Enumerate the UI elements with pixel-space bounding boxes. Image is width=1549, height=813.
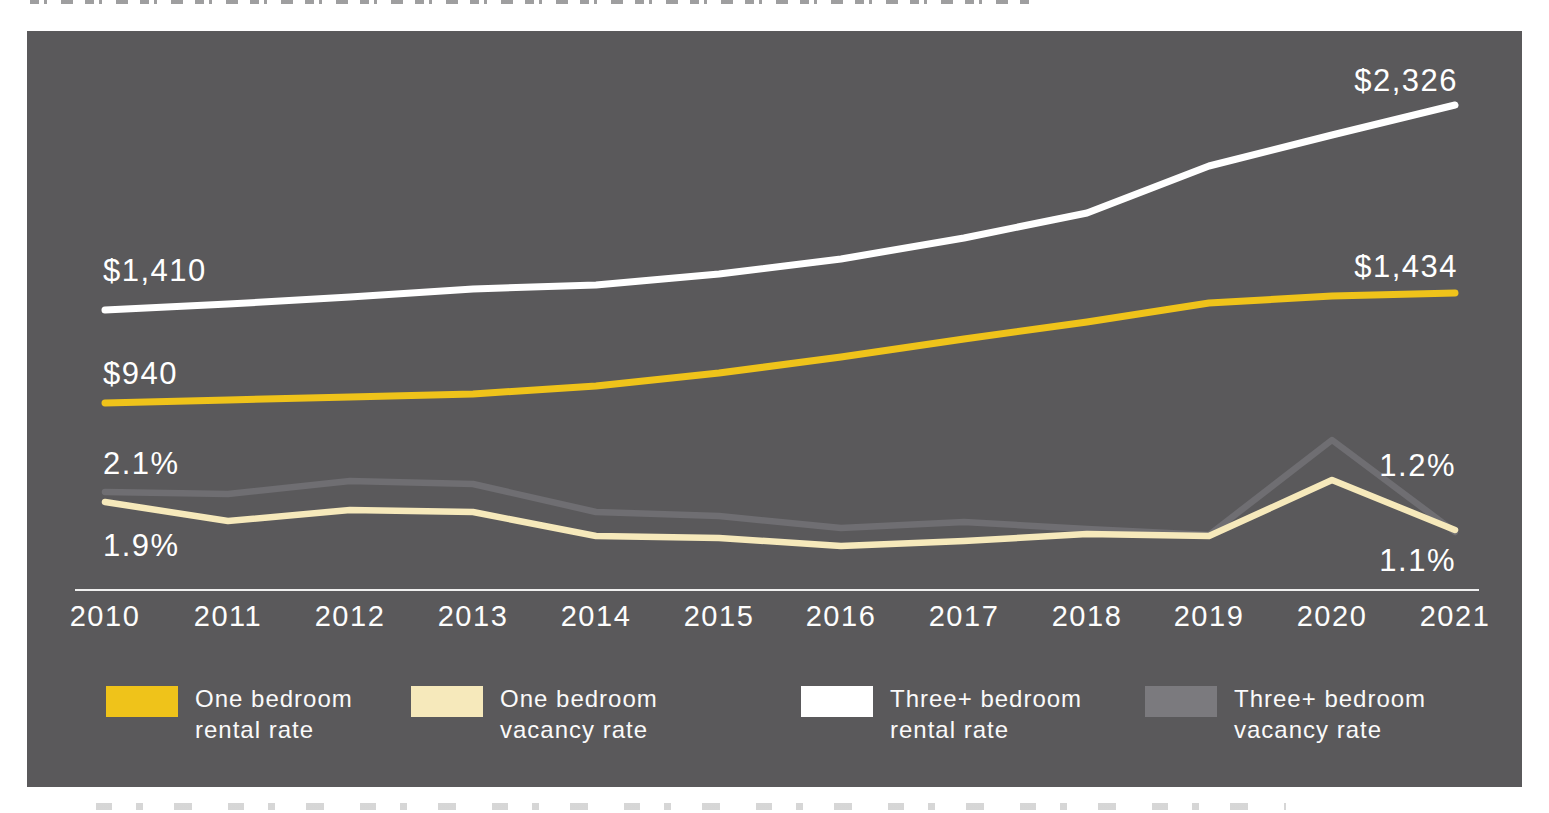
legend-label-three-bed-vacancy: Three+ bedroom vacancy rate: [1234, 683, 1426, 745]
callout-three-bed-vacancy-2010: 2.1%: [103, 446, 180, 482]
x-axis-label-2017: 2017: [929, 600, 1000, 633]
legend-label-three-bed-rental: Three+ bedroom rental rate: [890, 683, 1082, 745]
x-axis-label-2020: 2020: [1297, 600, 1368, 633]
clipped-footnote-text: [96, 803, 1286, 810]
series-line-three-bedroom-vacancy-rate: [105, 440, 1455, 535]
callout-three-bed-rent-2010: $1,410: [103, 253, 207, 289]
x-axis-label-2021: 2021: [1420, 600, 1491, 633]
legend-label-one-bed-rental: One bedroom rental rate: [195, 683, 353, 745]
callout-one-bed-rent-2010: $940: [103, 356, 178, 392]
legend-label-line: rental rate: [195, 714, 353, 745]
callout-three-bed-vacancy-2021: 1.2%: [1379, 448, 1456, 484]
x-axis-labels: 2010 2011 2012 2013 2014 2015 2016 2017 2018 2019…: [27, 600, 1522, 636]
legend-item-three-bed-vacancy: Three+ bedroom vacancy rate: [1145, 683, 1426, 745]
callout-one-bed-rent-2021: $1,434: [1354, 249, 1458, 285]
x-axis-label-2013: 2013: [438, 600, 509, 633]
legend-label-line: Three+ bedroom: [1234, 683, 1426, 714]
legend-item-one-bed-vacancy: One bedroom vacancy rate: [411, 683, 658, 745]
x-axis-label-2016: 2016: [806, 600, 877, 633]
chart-panel: $1,410 $2,326 $940 $1,434 2.1% 1.2% 1.9%…: [27, 31, 1522, 787]
callout-three-bed-rent-2021: $2,326: [1354, 63, 1458, 99]
x-axis-label-2012: 2012: [315, 600, 386, 633]
legend-label-line: Three+ bedroom: [890, 683, 1082, 714]
x-axis-label-2014: 2014: [561, 600, 632, 633]
legend-label-line: vacancy rate: [500, 714, 658, 745]
legend-swatch-three-bed-rental: [801, 686, 873, 717]
clipped-title-fragment: [30, 0, 1030, 4]
x-axis-label-2010: 2010: [70, 600, 141, 633]
legend-swatch-one-bed-rental: [106, 686, 178, 717]
legend-swatch-three-bed-vacancy: [1145, 686, 1217, 717]
chart-plot-area: [27, 31, 1522, 787]
legend-label-line: vacancy rate: [1234, 714, 1426, 745]
legend-label-one-bed-vacancy: One bedroom vacancy rate: [500, 683, 658, 745]
legend-item-one-bed-rental: One bedroom rental rate: [106, 683, 353, 745]
series-line-one-bedroom-rental-rate: [105, 293, 1455, 403]
legend-item-three-bed-rental: Three+ bedroom rental rate: [801, 683, 1082, 745]
series-line-one-bedroom-vacancy-rate: [105, 480, 1455, 546]
legend-label-line: One bedroom: [195, 683, 353, 714]
rental-market-chart-page: $1,410 $2,326 $940 $1,434 2.1% 1.2% 1.9%…: [0, 0, 1549, 813]
legend-label-line: One bedroom: [500, 683, 658, 714]
x-axis-label-2019: 2019: [1174, 600, 1245, 633]
legend-swatch-one-bed-vacancy: [411, 686, 483, 717]
chart-series-lines: [105, 105, 1455, 546]
callout-one-bed-vacancy-2021: 1.1%: [1379, 543, 1456, 579]
x-axis-label-2018: 2018: [1052, 600, 1123, 633]
chart-legend: One bedroom rental rate One bedroom vaca…: [27, 683, 1522, 773]
series-line-three-bedroom-rental-rate: [105, 105, 1455, 310]
callout-one-bed-vacancy-2010: 1.9%: [103, 528, 180, 564]
x-axis-label-2011: 2011: [194, 600, 262, 633]
legend-label-line: rental rate: [890, 714, 1082, 745]
x-axis-label-2015: 2015: [684, 600, 755, 633]
